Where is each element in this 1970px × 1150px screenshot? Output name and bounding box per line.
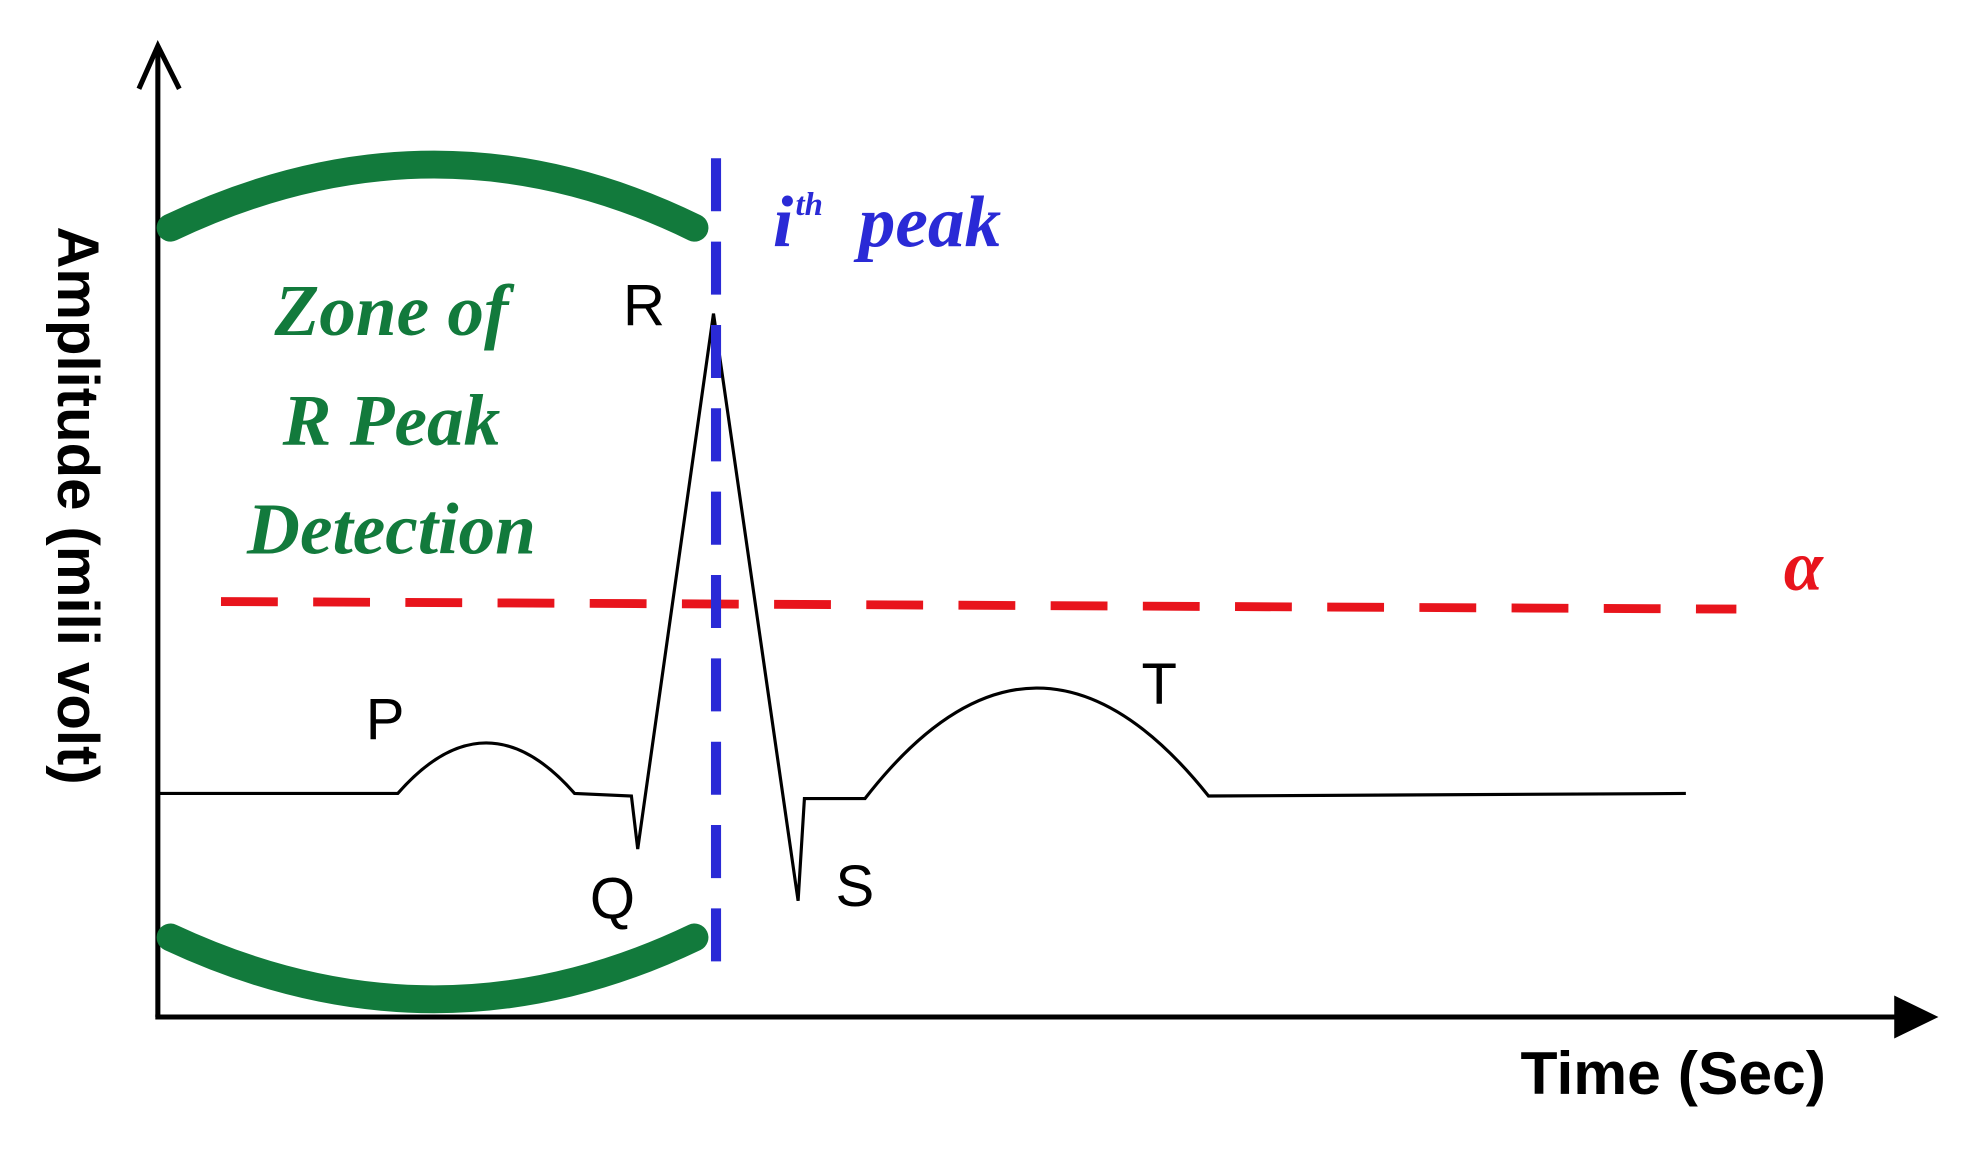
zone-text: R Peak [282, 380, 501, 461]
x-axis-arrow [1894, 995, 1939, 1039]
peak-suffix: th [796, 187, 823, 223]
zone-text: Detection [246, 489, 536, 570]
wave-label: S [836, 854, 875, 919]
y-axis-arrow [136, 39, 182, 90]
wave-label: P [366, 687, 405, 752]
y-axis-label: Amplitude (mili volt) [45, 226, 110, 784]
zone-text: Zone of [274, 270, 516, 351]
wave-label: T [1142, 652, 1177, 717]
zone-arc-bottom [156, 923, 709, 1014]
x-axis-label: Time (Sec) [1521, 1039, 1826, 1107]
ecg-waveform [157, 313, 1686, 902]
threshold-line [220, 597, 1737, 614]
peak-index: i [773, 182, 794, 263]
threshold-label: α [1784, 528, 1825, 606]
wave-label: R [623, 273, 665, 338]
peak-label: peak [853, 182, 1002, 263]
zone-arc-top [156, 150, 709, 242]
axes [136, 39, 1914, 1020]
wave-label: Q [590, 866, 635, 931]
